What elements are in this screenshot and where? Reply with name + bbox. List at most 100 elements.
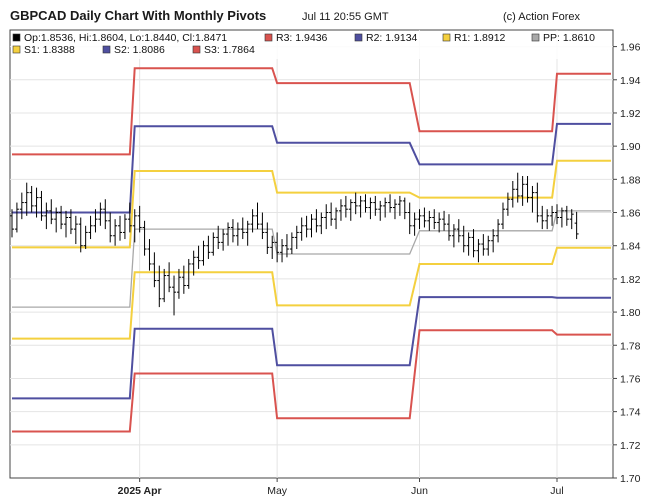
ohlc-bar — [324, 204, 329, 230]
y-tick-label: 1.84 — [620, 241, 641, 253]
plot-area-frame — [9, 29, 614, 479]
ohlc-bar — [19, 192, 24, 220]
legend-label-s3: S3: 1.7864 — [204, 44, 255, 56]
pivot-line-s3 — [12, 329, 611, 433]
ohlc-bar — [559, 207, 564, 228]
ohlc-bar — [353, 192, 358, 215]
y-tick-label: 1.78 — [620, 340, 641, 352]
ohlc-bar — [427, 210, 432, 231]
ohlc-bar — [500, 202, 505, 230]
ohlc-bar — [334, 207, 339, 230]
ohlc-bar — [486, 235, 491, 256]
legend-label-ohlc: Op:1.8536, Hi:1.8604, Lo:1.8440, Cl:1.84… — [24, 32, 227, 44]
ohlc-bar — [127, 202, 132, 233]
ohlc-bar — [181, 265, 186, 294]
pivot-line-r3 — [12, 67, 611, 156]
y-axis: 1.70 1.72 1.74 1.76 1.78 1.80 1.82 1.84 1.86 1.88… — [613, 42, 641, 485]
price-bars — [10, 172, 579, 316]
ohlc-bar — [64, 210, 69, 238]
ohlc-bar — [216, 225, 221, 250]
legend-label-s2: S2: 1.8086 — [114, 44, 165, 56]
ohlc-bar — [304, 215, 309, 238]
ohlc-bar — [226, 222, 231, 246]
ohlc-bar — [167, 262, 172, 293]
ohlc-bar — [240, 217, 245, 240]
legend-swatch-r2 — [354, 33, 363, 42]
x-tick-label: Jul — [550, 485, 563, 497]
ohlc-bar — [505, 192, 510, 216]
ohlc-bar — [368, 197, 373, 220]
ohlc-bar — [422, 207, 427, 228]
ohlc-bar — [265, 222, 270, 254]
ohlc-bar — [245, 220, 250, 246]
ohlc-bar — [54, 207, 59, 233]
ohlc-bar — [383, 197, 388, 218]
ohlc-bar — [388, 194, 393, 213]
ohlc-bar — [14, 202, 19, 233]
legend-background — [11, 31, 612, 59]
ohlc-bar — [59, 205, 64, 230]
ohlc-bar — [530, 185, 535, 213]
ohlc-bar — [186, 258, 191, 289]
ohlc-bar — [162, 268, 167, 303]
ohlc-bar — [432, 209, 437, 230]
legend-label-r1: R1: 1.8912 — [454, 32, 506, 44]
ohlc-bar — [191, 250, 196, 276]
y-tick-label: 1.90 — [620, 141, 641, 153]
ohlc-bar — [535, 182, 540, 223]
ohlc-bar — [564, 205, 569, 226]
ohlc-bar — [49, 199, 54, 225]
ohlc-bar — [289, 232, 294, 254]
x-tick-label: May — [267, 485, 288, 497]
chart-title: GBPCAD Daily Chart With Monthly Pivots — [10, 8, 266, 23]
ohlc-bar — [417, 209, 422, 230]
ohlc-bar — [329, 202, 334, 226]
ohlc-bar — [275, 232, 280, 263]
ohlc-bar — [206, 235, 211, 259]
ohlc-bar — [314, 209, 319, 233]
ohlc-bar — [373, 195, 378, 216]
ohlc-bar — [510, 180, 515, 208]
ohlc-bar — [407, 202, 412, 235]
legend: Op:1.8536, Hi:1.8604, Lo:1.8440, Cl:1.84… — [11, 31, 612, 59]
y-tick-label: 1.72 — [620, 440, 641, 452]
ohlc-bar — [88, 215, 93, 240]
chart-timestamp: Jul 11 20:55 GMT — [302, 11, 389, 23]
y-tick-label: 1.74 — [620, 407, 641, 419]
legend-swatch-s3 — [192, 45, 201, 54]
legend-swatch-s1 — [12, 45, 21, 54]
ohlc-bar — [550, 205, 555, 226]
ohlc-bar — [442, 210, 447, 231]
ohlc-bar — [78, 217, 83, 253]
x-tick-label: 2025 Apr — [118, 485, 162, 497]
ohlc-bar — [137, 205, 142, 233]
ohlc-bar — [402, 197, 407, 220]
ohlc-bar — [299, 217, 304, 241]
ohlc-bar — [93, 209, 98, 233]
ohlc-bar — [284, 234, 289, 258]
y-tick-label: 1.70 — [620, 473, 641, 485]
ohlc-bar — [157, 265, 162, 308]
pivot-line-s1 — [12, 246, 611, 340]
ohlc-bar — [255, 202, 260, 230]
ohlc-bar — [270, 235, 275, 259]
ohlc-bar — [520, 176, 525, 206]
ohlc-bar — [358, 195, 363, 218]
legend-swatch-s2 — [102, 45, 111, 54]
legend-swatch-r3 — [264, 33, 273, 42]
ohlc-bar — [132, 209, 137, 243]
y-tick-label: 1.88 — [620, 174, 641, 186]
ohlc-bar — [34, 187, 39, 218]
ohlc-bar — [44, 202, 49, 230]
y-tick-label: 1.94 — [620, 75, 641, 87]
y-tick-label: 1.76 — [620, 373, 641, 385]
ohlc-bar — [412, 212, 417, 236]
ohlc-bar — [392, 199, 397, 220]
ohlc-bar — [250, 209, 255, 233]
ohlc-bar — [122, 214, 127, 240]
ohlc-bar — [73, 215, 78, 245]
pivot-line-pp — [12, 210, 611, 308]
ohlc-bar — [481, 234, 486, 256]
ohlc-bar — [491, 229, 496, 253]
ohlc-bar — [113, 219, 118, 246]
